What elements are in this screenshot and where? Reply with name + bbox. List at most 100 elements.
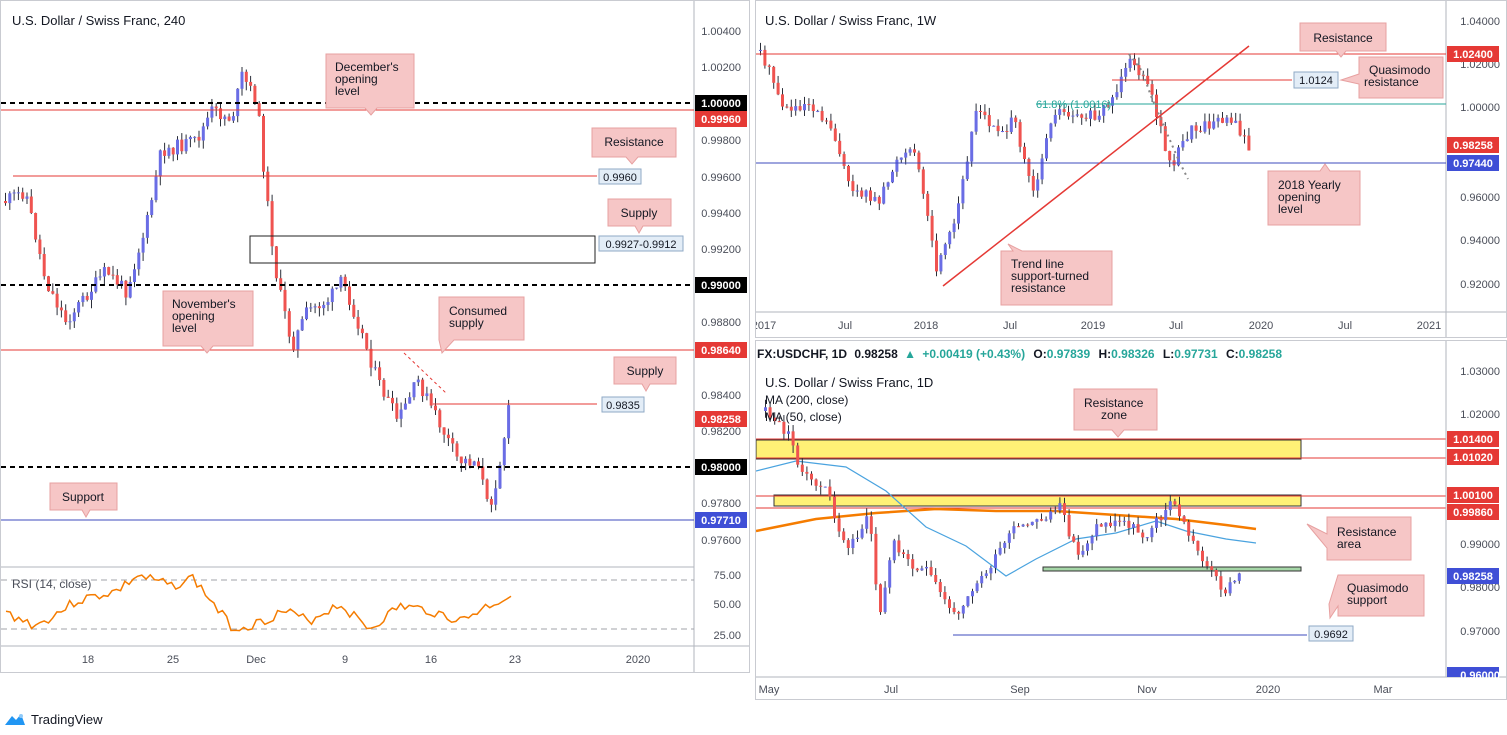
candle-up[interactable] xyxy=(1090,536,1094,544)
candle-up[interactable] xyxy=(231,116,235,121)
candle-down[interactable] xyxy=(842,531,846,541)
candle-up[interactable] xyxy=(891,171,894,183)
candle-down[interactable] xyxy=(1205,561,1209,567)
candle-up[interactable] xyxy=(81,295,85,303)
candle-down[interactable] xyxy=(438,410,442,428)
candle-up[interactable] xyxy=(373,367,377,369)
candle-up[interactable] xyxy=(994,554,997,568)
candle-down[interactable] xyxy=(1026,524,1030,526)
candle-down[interactable] xyxy=(163,150,167,156)
candle-up[interactable] xyxy=(1049,511,1053,520)
candle-down[interactable] xyxy=(1219,576,1223,590)
candle-down[interactable] xyxy=(917,152,921,170)
candle-down[interactable] xyxy=(837,518,841,532)
candle-down[interactable] xyxy=(180,139,184,152)
candle-up[interactable] xyxy=(494,488,498,505)
candle-up[interactable] xyxy=(961,179,965,204)
h4-chart[interactable]: U.S. Dollar / Swiss Franc, 240 1.00400 1… xyxy=(1,1,749,672)
candle-down[interactable] xyxy=(913,149,916,153)
candle-up[interactable] xyxy=(939,254,943,272)
candle-down[interactable] xyxy=(111,274,115,276)
candle-down[interactable] xyxy=(1018,122,1022,147)
candle-up[interactable] xyxy=(855,190,859,192)
candle-down[interactable] xyxy=(1150,84,1154,95)
candle-up[interactable] xyxy=(1071,115,1075,117)
candle-down[interactable] xyxy=(879,584,882,613)
candle-up[interactable] xyxy=(888,560,892,588)
candle-up[interactable] xyxy=(1012,526,1016,534)
candle-up[interactable] xyxy=(989,567,993,574)
candle-up[interactable] xyxy=(1115,92,1119,98)
candle-up[interactable] xyxy=(1030,521,1034,526)
candle-down[interactable] xyxy=(171,147,175,155)
candle-down[interactable] xyxy=(767,65,771,67)
candle-down[interactable] xyxy=(948,599,951,608)
candle-down[interactable] xyxy=(921,169,925,194)
candle-down[interactable] xyxy=(798,106,802,111)
candle-up[interactable] xyxy=(1150,527,1154,538)
candle-down[interactable] xyxy=(352,304,356,317)
candle-up[interactable] xyxy=(176,139,179,155)
candle-down[interactable] xyxy=(451,438,455,444)
candle-down[interactable] xyxy=(1127,520,1131,528)
candle-up[interactable] xyxy=(1212,121,1216,129)
candle-down[interactable] xyxy=(805,471,809,474)
candle-down[interactable] xyxy=(1136,524,1140,533)
candle-down[interactable] xyxy=(348,286,351,305)
candle-up[interactable] xyxy=(188,137,192,140)
candle-up[interactable] xyxy=(128,282,132,298)
candle-up[interactable] xyxy=(952,223,956,233)
candle-down[interactable] xyxy=(814,479,818,486)
candle-down[interactable] xyxy=(442,427,446,435)
candle-down[interactable] xyxy=(1178,504,1181,517)
candle-up[interactable] xyxy=(326,302,330,305)
candle-up[interactable] xyxy=(339,276,343,288)
candle-down[interactable] xyxy=(877,196,881,204)
candle-down[interactable] xyxy=(481,466,485,480)
candle-down[interactable] xyxy=(85,295,89,300)
candle-up[interactable] xyxy=(961,605,965,614)
candle-up[interactable] xyxy=(1119,76,1123,93)
candle-down[interactable] xyxy=(395,403,399,419)
candle-down[interactable] xyxy=(1243,135,1246,137)
candle-up[interactable] xyxy=(1132,524,1135,528)
candle-up[interactable] xyxy=(816,110,820,112)
candle-up[interactable] xyxy=(904,152,908,158)
candle-down[interactable] xyxy=(38,239,42,255)
candle-up[interactable] xyxy=(150,200,154,216)
candle-up[interactable] xyxy=(210,106,214,118)
candle-down[interactable] xyxy=(1194,125,1198,131)
candle-down[interactable] xyxy=(829,120,833,129)
candle-up[interactable] xyxy=(1003,542,1007,548)
rsi-line[interactable] xyxy=(5,573,512,632)
time-axis[interactable]: May Jul Sep Nov 2020 Mar xyxy=(759,684,1393,696)
candle-down[interactable] xyxy=(1196,540,1200,551)
candle-up[interactable] xyxy=(141,237,145,253)
candle-down[interactable] xyxy=(785,106,789,108)
candle-up[interactable] xyxy=(12,192,16,194)
candle-up[interactable] xyxy=(966,596,970,606)
candle-down[interactable] xyxy=(1109,522,1112,527)
candle-down[interactable] xyxy=(929,566,933,576)
candle-down[interactable] xyxy=(369,348,373,368)
candle-down[interactable] xyxy=(227,116,231,121)
candle-down[interactable] xyxy=(21,192,25,199)
candle-down[interactable] xyxy=(1106,105,1110,107)
candle-down[interactable] xyxy=(219,108,222,120)
weekly-chart[interactable]: U.S. Dollar / Swiss Franc, 1W 61.8% (1.0… xyxy=(756,1,1506,337)
candle-up[interactable] xyxy=(974,110,978,132)
candle-up[interactable] xyxy=(193,136,197,138)
time-axis[interactable]: 2017 Jul 2018 Jul 2019 Jul 2020 Jul 2021 xyxy=(756,320,1441,332)
candle-up[interactable] xyxy=(883,587,887,613)
candle-up[interactable] xyxy=(425,393,429,397)
candle-down[interactable] xyxy=(1210,566,1214,571)
candle-up[interactable] xyxy=(1181,141,1185,148)
candle-down[interactable] xyxy=(979,110,982,112)
candle-down[interactable] xyxy=(1027,159,1031,176)
candle-up[interactable] xyxy=(335,287,339,289)
candle-up[interactable] xyxy=(90,291,93,300)
candle-up[interactable] xyxy=(502,438,506,466)
candle-down[interactable] xyxy=(1080,114,1084,118)
candle-up[interactable] xyxy=(992,125,996,127)
candle-down[interactable] xyxy=(1141,532,1145,538)
